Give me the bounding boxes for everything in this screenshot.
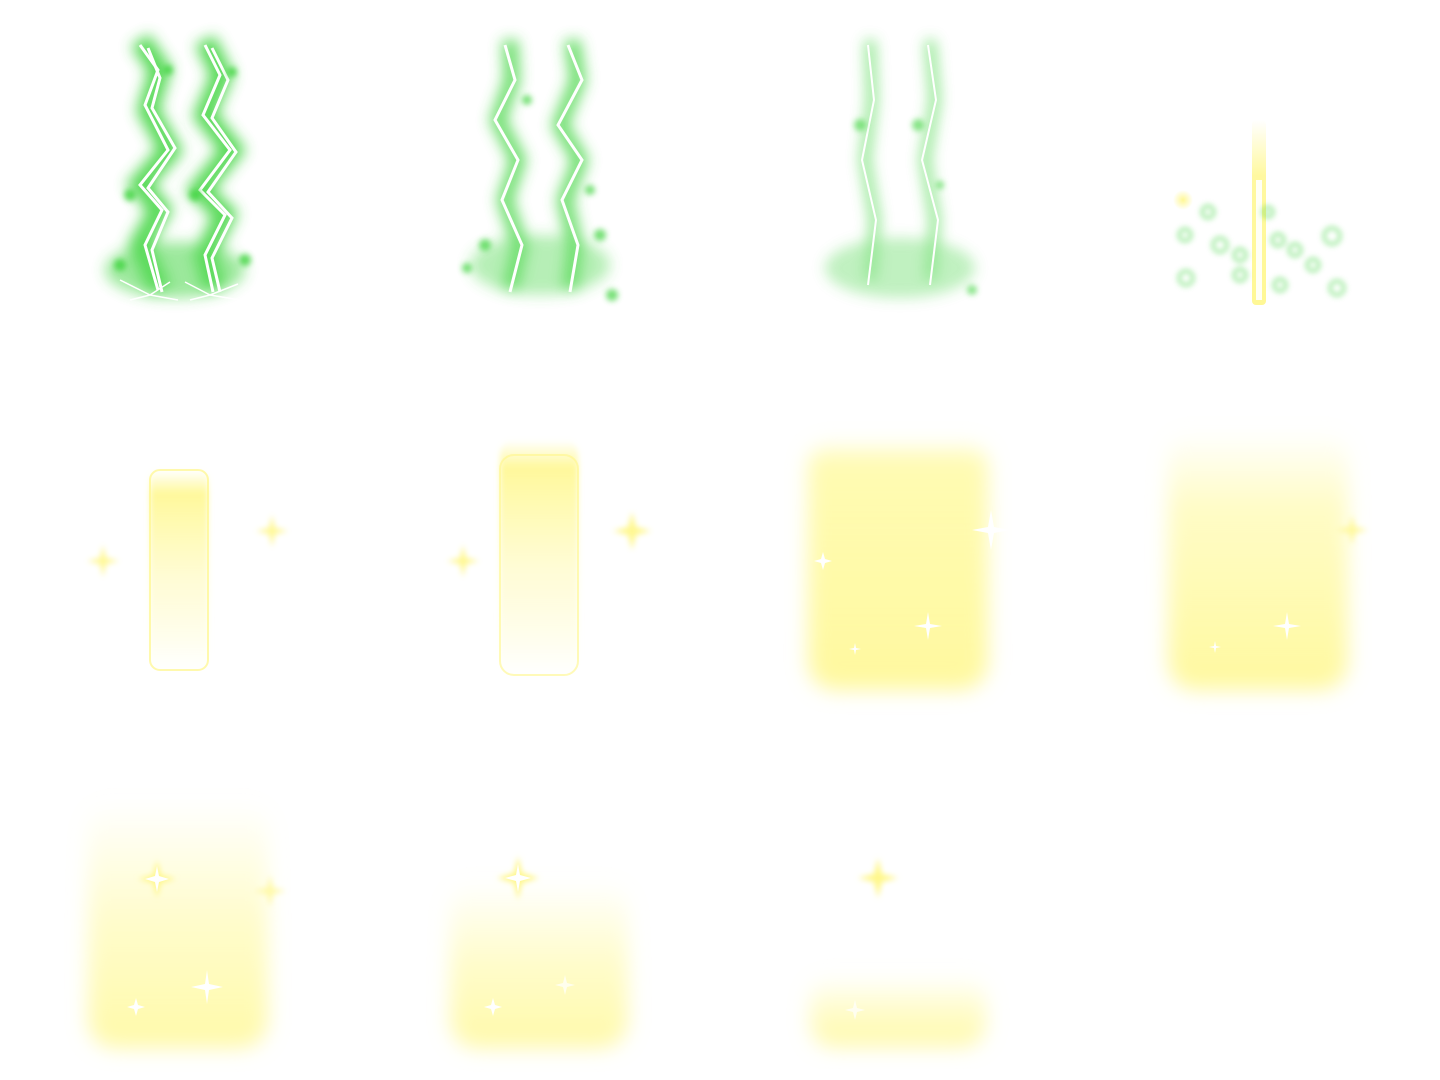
- frame-2-lightning-thinning: [462, 38, 618, 301]
- frame-8-pillar-soft-top: [1168, 430, 1368, 690]
- light-pillar: [1168, 430, 1348, 690]
- glow-orbs: [854, 119, 977, 295]
- frame-1-lightning-strike: [105, 33, 251, 301]
- sparkle: [87, 515, 288, 577]
- sparkle: [845, 858, 898, 1020]
- frame-3-lightning-fading: [825, 39, 977, 298]
- lightning-bolt-left: [860, 44, 878, 286]
- sparkle: [484, 856, 575, 1016]
- light-pillar: [810, 975, 986, 1047]
- light-pillar: [150, 470, 208, 670]
- sparkle: [1209, 515, 1368, 653]
- sparkle: [127, 860, 286, 1016]
- lightning-bolt-right: [920, 44, 940, 286]
- glow-orbs: [114, 65, 251, 271]
- frame-6-pillar-widening: [447, 440, 651, 676]
- lightning-bolt-left: [493, 44, 524, 293]
- frame-9-pillar-dissolving: [88, 800, 286, 1048]
- frame-4-beam-spawn: [1173, 120, 1346, 305]
- frame-10-pillar-shrinking: [450, 856, 628, 1048]
- particle-rings: [1177, 204, 1346, 297]
- lightning-bolt-right: [556, 44, 584, 293]
- light-pillar: [88, 800, 268, 1048]
- sparkle: [814, 510, 1010, 655]
- light-pillar: [500, 440, 578, 675]
- light-pillar: [808, 440, 988, 690]
- yellow-spark: [1173, 190, 1193, 210]
- light-pillar: [450, 880, 628, 1048]
- glow-orbs: [462, 95, 618, 301]
- impact-sparks: [119, 279, 241, 301]
- sparkle: [447, 512, 651, 577]
- lightning-bolt-left: [138, 44, 177, 293]
- lightning-glow: [470, 38, 610, 295]
- frame-7-pillar-full: [808, 440, 1010, 690]
- lightning-bolt-right: [198, 44, 238, 293]
- frame-5-pillar-narrow: [87, 469, 288, 671]
- lightning-glow: [825, 39, 975, 298]
- frame-11-pillar-remnant: [810, 858, 986, 1047]
